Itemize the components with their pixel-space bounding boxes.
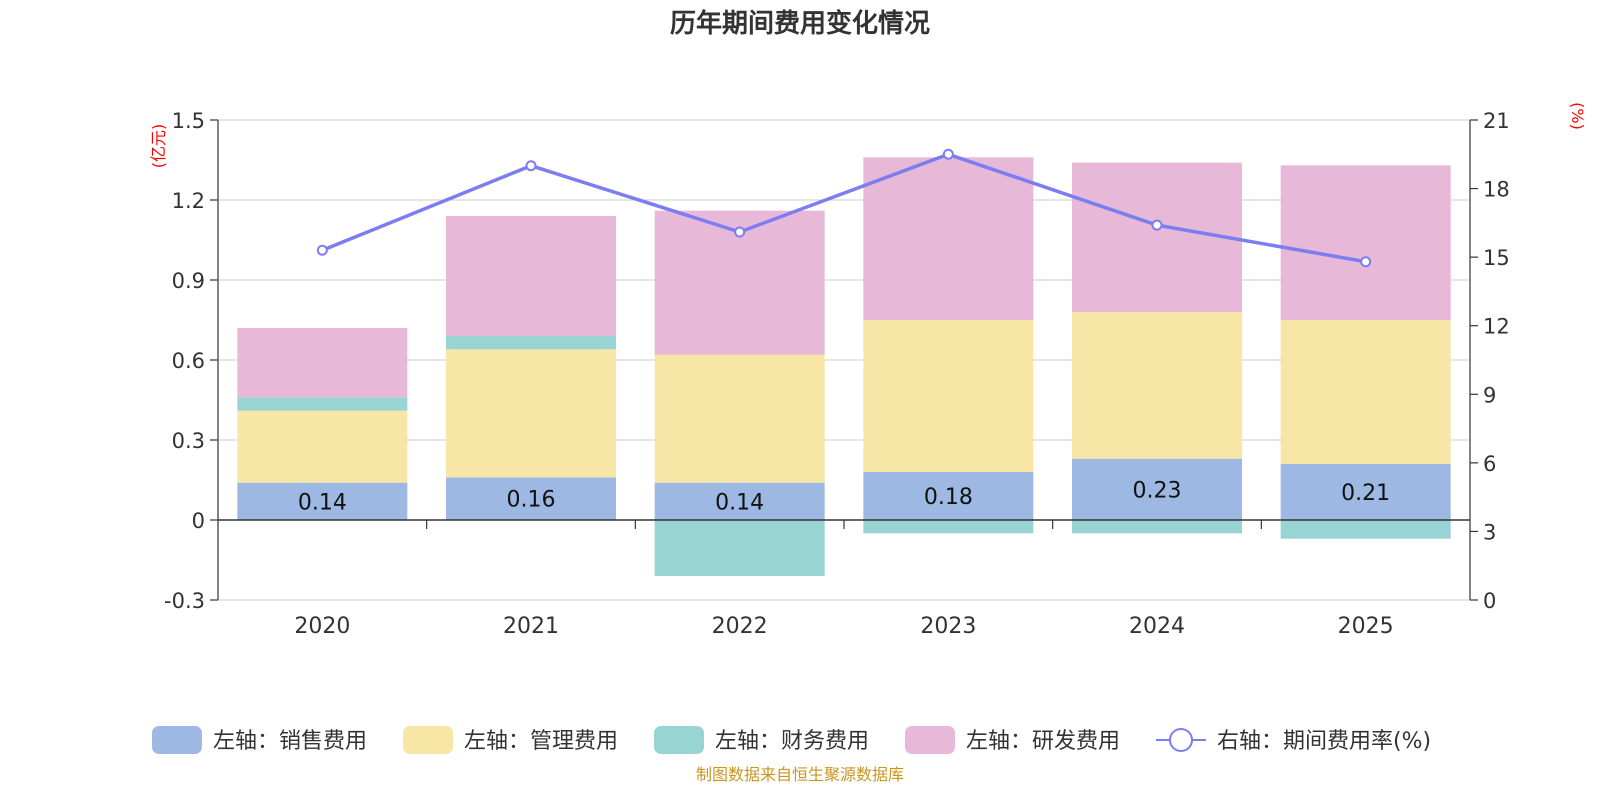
right-tick-label: 0 — [1483, 589, 1496, 613]
right-tick-label: 6 — [1483, 452, 1496, 476]
bar-segment — [1280, 520, 1451, 539]
bar-segment — [1072, 162, 1242, 312]
bar-segment — [237, 328, 408, 398]
bar-segment — [654, 520, 825, 576]
source-note: 制图数据来自恒生聚源数据库 — [696, 765, 904, 784]
bar-segment — [1072, 312, 1242, 459]
category-label: 2020 — [294, 614, 350, 639]
bar-segment — [237, 410, 408, 483]
legend: 左轴：销售费用 左轴：管理费用 左轴：财务费用 左轴：研发费用 右轴：期间费用率(%) — [152, 726, 1431, 754]
sales-expense-label: 0.23 — [1133, 478, 1182, 503]
bar-segment — [237, 397, 408, 411]
bar-segment — [1280, 165, 1451, 320]
legend-marker-swatch — [1169, 728, 1193, 752]
bars — [237, 157, 1451, 576]
left-tick-label: 0.3 — [172, 429, 205, 453]
legend-swatch — [152, 726, 202, 754]
bar-segment — [1072, 458, 1242, 520]
bar-segment — [863, 520, 1034, 534]
bar-segment — [446, 477, 616, 520]
right-tick-label: 21 — [1483, 109, 1510, 133]
ratio-point — [1151, 219, 1163, 231]
legend-swatch — [905, 726, 955, 754]
right-tick-label: 18 — [1483, 178, 1510, 202]
right-tick-label: 12 — [1483, 315, 1510, 339]
sales-expense-label: 0.16 — [507, 488, 556, 513]
legend-swatch — [403, 726, 453, 754]
bar-segment — [654, 354, 825, 483]
bar-segment — [654, 482, 825, 520]
category-label: 2025 — [1338, 614, 1394, 639]
bar-segment — [237, 482, 408, 520]
chart-title: 历年期间费用变化情况 — [670, 8, 930, 39]
sales-expense-label: 0.14 — [715, 490, 764, 515]
bar-segment — [863, 157, 1034, 320]
bar-segment — [446, 349, 616, 478]
right-tick-label: 15 — [1483, 246, 1510, 270]
category-label: 2024 — [1129, 614, 1185, 639]
bar-segment — [863, 320, 1034, 472]
legend-label: 右轴：期间费用率(%) — [1217, 729, 1431, 754]
ratio-point — [525, 160, 537, 172]
sales-expense-label: 0.18 — [924, 485, 973, 510]
bar-segment — [446, 336, 616, 350]
bar-segment — [1072, 520, 1242, 534]
legend-swatch — [654, 726, 704, 754]
legend-label: 左轴：销售费用 — [213, 729, 367, 754]
right-tick-label: 9 — [1483, 383, 1496, 407]
left-tick-label: 1.2 — [172, 189, 205, 213]
ratio-point — [1360, 256, 1372, 268]
sales-expense-label: 0.21 — [1341, 481, 1390, 506]
bar-segment — [1280, 464, 1451, 520]
ratio-point — [734, 226, 746, 238]
ratio-point — [942, 148, 954, 160]
legend-label: 左轴：管理费用 — [464, 729, 618, 754]
expense-ratio-line — [316, 148, 1372, 268]
category-label: 2022 — [712, 614, 768, 639]
axes: -0.3 0 0.3 0.6 0.9 1.2 1.5 0 3 6 9 12 15 18 21 2020 2021… — [164, 109, 1510, 639]
left-tick-label: 0.9 — [172, 269, 205, 293]
right-axis-unit: (%) — [1568, 102, 1587, 130]
sales-expense-label: 0.14 — [298, 490, 347, 515]
left-tick-label: -0.3 — [164, 589, 205, 613]
left-axis-unit: (亿元) — [149, 124, 168, 169]
category-label: 2021 — [503, 614, 559, 639]
data-labels: 0.14 0.16 0.14 0.18 0.23 0.21 — [298, 478, 1390, 515]
category-label: 2023 — [920, 614, 976, 639]
left-tick-label: 1.5 — [172, 109, 205, 133]
left-tick-label: 0.6 — [172, 349, 205, 373]
legend-label: 左轴：研发费用 — [966, 729, 1120, 754]
bar-segment — [1280, 320, 1451, 464]
bar-segment — [446, 216, 616, 336]
ratio-line-path — [321, 152, 1366, 264]
legend-label: 左轴：财务费用 — [715, 729, 869, 754]
left-tick-label: 0 — [192, 509, 205, 533]
bar-segment — [863, 472, 1034, 520]
ratio-point — [316, 244, 328, 256]
right-tick-label: 3 — [1483, 520, 1496, 544]
